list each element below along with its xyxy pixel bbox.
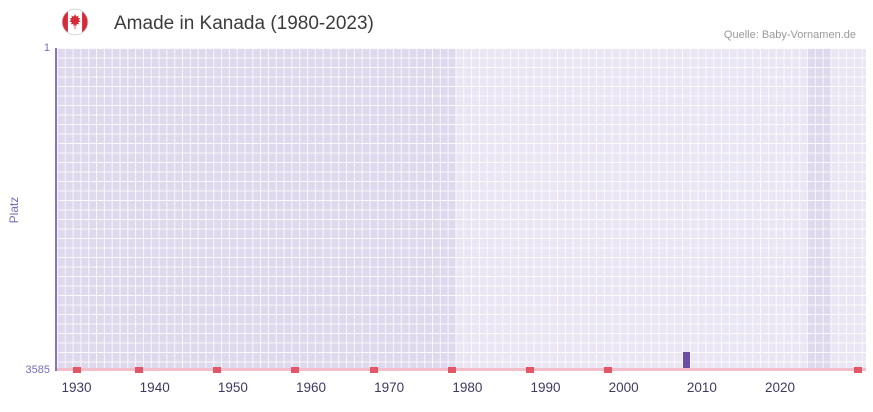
x-tick-label: 1990	[530, 380, 561, 395]
x-tick-label: 1980	[452, 380, 483, 395]
plot-area	[57, 48, 866, 373]
x-tick-label: 1930	[61, 380, 92, 395]
canada-flag-icon	[61, 8, 89, 36]
source-attribution: Quelle: Baby-Vornamen.de	[723, 29, 856, 41]
y-tick-label-top: 1	[43, 42, 50, 54]
y-axis-title: Platz	[7, 196, 21, 224]
y-axis-line	[55, 48, 57, 371]
x-minor-tick	[525, 367, 534, 373]
y-tick-label-bottom: 3585	[25, 364, 50, 376]
x-minor-tick	[447, 367, 456, 373]
x-tick-label: 1970	[374, 380, 405, 395]
x-minor-tick	[604, 367, 613, 373]
bar-2008[interactable]	[682, 351, 690, 371]
x-minor-tick	[72, 367, 81, 373]
x-tick-label: 2010	[686, 380, 717, 395]
x-minor-tick	[135, 367, 144, 373]
x-tick-label: 2020	[764, 380, 796, 395]
grid-lines	[57, 48, 866, 371]
x-minor-tick	[291, 367, 300, 373]
x-tick-label: 1940	[139, 380, 170, 395]
x-minor-tick	[854, 367, 863, 373]
chart-title: Amade in Kanada (1980-2023)	[114, 13, 374, 34]
x-tick-label: 2000	[608, 380, 639, 395]
x-tick-label: 1950	[217, 380, 248, 395]
x-axis-line	[57, 368, 866, 371]
x-minor-tick	[213, 367, 222, 373]
x-minor-tick	[369, 367, 378, 373]
x-tick-label: 1960	[296, 380, 327, 395]
